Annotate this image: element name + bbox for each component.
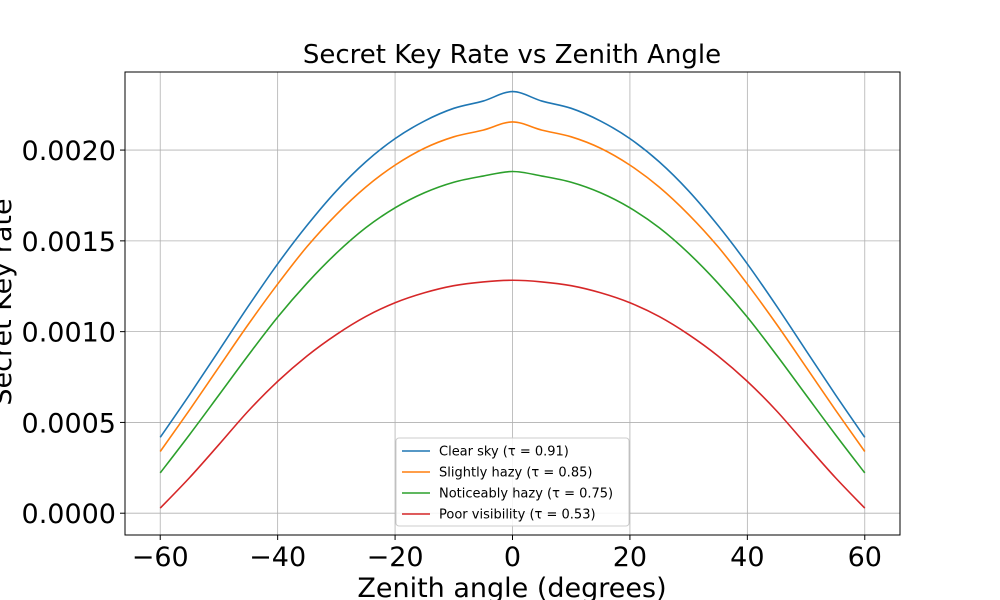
y-tick-label: 0.0000	[22, 499, 116, 530]
legend: Clear sky (τ = 0.91) Slightly hazy (τ = 0…	[395, 437, 630, 527]
series-line-1	[159, 90, 866, 438]
axis-ticks: −60 −40 −20 0 20 40 60 0.0000 0.0005 0.0010 0.0015…	[22, 136, 882, 573]
legend-box	[395, 437, 630, 527]
legend-label: Slightly hazy (τ = 0.85)	[439, 466, 592, 481]
chart-title: Secret Key Rate vs Zenith Angle	[303, 40, 721, 70]
x-tick-label: 40	[730, 542, 764, 573]
x-tick-label: 20	[613, 542, 647, 573]
y-tick-label: 0.0020	[22, 136, 116, 167]
x-tick-label: 0	[504, 542, 521, 573]
series-line-3	[159, 170, 866, 474]
series-lines	[159, 90, 866, 509]
x-tick-label: −40	[249, 542, 306, 573]
legend-label: Noticeably hazy (τ = 0.75)	[439, 487, 613, 502]
legend-label: Poor visibility (τ = 0.53)	[439, 508, 596, 523]
series-line-2	[159, 121, 866, 452]
x-tick-label: −60	[132, 542, 189, 573]
y-tick-label: 0.0010	[22, 318, 116, 349]
x-axis-label: Zenith angle (degrees)	[357, 573, 666, 600]
x-tick-label: −20	[367, 542, 424, 573]
series-line-4	[159, 279, 866, 509]
y-tick-label: 0.0015	[22, 227, 116, 258]
y-axis-label: Secret Key rate	[0, 198, 18, 405]
legend-label: Clear sky (τ = 0.91)	[439, 445, 569, 460]
y-tick-label: 0.0005	[22, 408, 116, 439]
x-tick-label: 60	[848, 542, 882, 573]
